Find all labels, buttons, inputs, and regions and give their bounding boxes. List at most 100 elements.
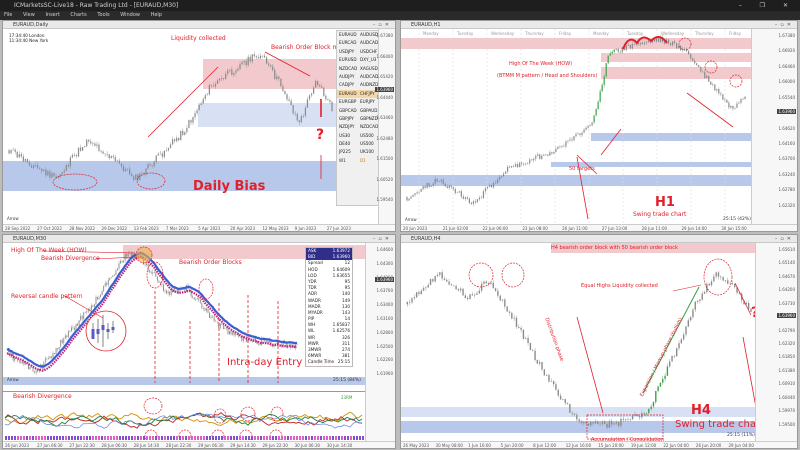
- time-axis[interactable]: 28 Sep 2022 27 Oct 2022 28 Nov 2022 29 Dec …: [3, 224, 395, 231]
- watchlist-symbol[interactable]: AUDUSD: [360, 32, 379, 37]
- window-title: EURAUD,H4: [401, 235, 797, 243]
- watchlist-row[interactable]: JP225 UK100: [337, 148, 379, 156]
- watchlist-row[interactable]: CADJPY AUDNZD: [337, 81, 379, 89]
- histogram-bar: [53, 436, 55, 440]
- info-value: 274: [342, 347, 350, 352]
- info-value: 140: [342, 291, 350, 297]
- menu-file[interactable]: File: [4, 12, 13, 18]
- watchlist-symbol[interactable]: DXY_U3: [360, 57, 377, 63]
- watchlist-symbol[interactable]: US500: [360, 141, 374, 147]
- watchlist-row[interactable]: NZDJPY NZDCAD: [337, 123, 379, 131]
- chart-window-h1[interactable]: EURAUD,H1 –▫✕ High Of The Week: [400, 20, 798, 232]
- chart-window-m30[interactable]: EURAUD,M30 –▫✕: [2, 234, 396, 449]
- menu-charts[interactable]: Charts: [70, 12, 87, 18]
- watchlist-symbol[interactable]: NZDJPY: [339, 124, 355, 130]
- watchlist-symbol[interactable]: GBPJPY: [339, 115, 354, 121]
- watchlist-symbol[interactable]: AUDCAD: [360, 40, 379, 46]
- oscillator-pane[interactable]: [3, 391, 367, 440]
- price-axis[interactable]: 1.646001.643001.640001.637001.634001.631…: [365, 243, 395, 441]
- watchlist-row[interactable]: EURAUD CHFJPY: [337, 89, 379, 99]
- watchlist-row[interactable]: GBPCAD GBPAUD: [337, 107, 379, 115]
- candle-body: [561, 145, 563, 147]
- watchlist-symbol[interactable]: GBPAUD: [360, 107, 378, 113]
- candle-body: [170, 288, 172, 295]
- window-buttons[interactable]: –▫✕: [372, 22, 392, 28]
- chart-window-daily[interactable]: EURAUD,Daily –▫✕ Liquidity collected Bea…: [2, 20, 396, 232]
- watchlist-symbol[interactable]: DE40: [339, 141, 351, 147]
- menu-insert[interactable]: Insert: [45, 12, 60, 18]
- watchlist-symbol[interactable]: EURJPY: [360, 99, 375, 105]
- candle-body: [143, 172, 145, 175]
- watchlist-symbol[interactable]: US500: [360, 132, 374, 138]
- watchlist-row[interactable]: DE40 US500: [337, 140, 379, 148]
- watchlist-symbol[interactable]: USDJPY: [339, 48, 355, 54]
- watchlist-row[interactable]: EURUSD DXY_U3: [337, 56, 379, 64]
- timeframe-label[interactable]: W1: [339, 157, 346, 163]
- window-buttons[interactable]: –▫✕: [774, 22, 794, 28]
- watchlist-row[interactable]: AUDJPY AUDCAD: [337, 73, 379, 81]
- window-buttons[interactable]: –▫✕: [774, 236, 794, 242]
- annotation-how: High Of The Week (HOW): [509, 61, 573, 67]
- watchlist-symbol[interactable]: UK100: [360, 149, 374, 155]
- watchlist-symbol[interactable]: EURUSD: [339, 57, 357, 63]
- watchlist-symbol[interactable]: XAGUSD: [360, 65, 378, 71]
- time-axis[interactable]: 20 Jun 2023 21 Jun 02:00 22 Jun 06:00 23 Ju…: [401, 224, 797, 231]
- watchlist-symbol[interactable]: EURGBP: [339, 99, 357, 105]
- watchlist-row[interactable]: EURAUD AUDUSD: [337, 31, 379, 39]
- watchlist-symbol[interactable]: AUDCAD: [360, 73, 379, 79]
- candle-body: [663, 41, 666, 44]
- watchlist-symbol[interactable]: NZDCAD: [339, 65, 358, 71]
- watchlist-symbol[interactable]: NZDCAD: [360, 124, 379, 130]
- price-axis[interactable]: 1.673801.669201.664601.660001.655401.650…: [751, 29, 797, 224]
- histogram-bar: [272, 436, 274, 440]
- time-axis[interactable]: 26 May 2023 30 May 08:00 1 Jun 16:00 5 Jun …: [401, 441, 797, 448]
- watchlist-row[interactable]: GBPJPY GBPNZD: [337, 115, 379, 123]
- price-chart[interactable]: [401, 29, 753, 224]
- chart-window-h4[interactable]: EURAUD,H4 –▫✕ H4 bearish order block wit…: [400, 234, 798, 449]
- watchlist-symbol[interactable]: USDCHF: [360, 48, 378, 54]
- candle-body: [285, 343, 287, 347]
- price-axis[interactable]: 1.67380 1.66400 1.65420 1.64440 1.63460 1.624…: [375, 29, 395, 224]
- watchlist-symbol[interactable]: EURCAD: [339, 40, 357, 46]
- candle-body: [740, 99, 742, 103]
- candle-body: [241, 62, 243, 65]
- watchlist-symbol[interactable]: AUDNZD: [360, 82, 379, 88]
- watchlist-row[interactable]: USDJPY USDCHF: [337, 48, 379, 56]
- time-axis[interactable]: 26 Jun 2023 27 Jun 06:30 27 Jun 22:30 28 Ju…: [3, 441, 395, 448]
- watchlist-symbol[interactable]: AUDJPY: [339, 73, 355, 79]
- watchlist-symbol[interactable]: CHFJPY: [360, 90, 375, 96]
- watchlist-row[interactable]: NZDCAD XAGUSD: [337, 65, 379, 73]
- candle-body: [276, 342, 278, 345]
- watchlist-row[interactable]: US30 US500: [337, 132, 379, 140]
- menu-help[interactable]: Help: [150, 12, 162, 18]
- watchlist-symbol[interactable]: JP225: [339, 149, 351, 155]
- watchlist-symbol[interactable]: CADJPY: [339, 82, 355, 88]
- watchlist-symbol[interactable]: GBPCAD: [339, 107, 357, 113]
- menu-tools[interactable]: Tools: [97, 12, 110, 18]
- candle-body: [625, 45, 627, 51]
- candle-body: [24, 362, 26, 365]
- watchlist-symbol[interactable]: EURAUD: [339, 32, 357, 37]
- watchlist-row[interactable]: EURCAD AUDCAD: [337, 39, 379, 47]
- timeframe-label[interactable]: D1: [360, 157, 366, 163]
- price-chart[interactable]: [401, 243, 757, 441]
- watchlist-symbol[interactable]: GBPNZD: [360, 115, 378, 121]
- watchlist-row[interactable]: EURGBP EURJPY: [337, 98, 379, 106]
- window-buttons[interactable]: –▫✕: [372, 236, 392, 242]
- watchlist-symbol[interactable]: US30: [339, 132, 351, 138]
- histogram-bar: [23, 436, 25, 440]
- candle-body: [178, 289, 180, 293]
- menu-view[interactable]: View: [22, 12, 35, 18]
- price-axis[interactable]: 1.656101.651401.646701.642001.637301.632…: [755, 243, 797, 441]
- candle-body: [429, 279, 432, 285]
- candle-body: [595, 109, 597, 116]
- window-controls[interactable]: – ❐ ✕: [738, 2, 796, 9]
- price-tick: 1.63400: [376, 302, 393, 308]
- candle-body: [450, 284, 453, 286]
- watchlist-symbol[interactable]: EURAUD: [339, 90, 357, 96]
- price-chart[interactable]: [3, 29, 336, 224]
- candle-body: [685, 326, 687, 335]
- candle-body: [325, 95, 327, 100]
- menu-window[interactable]: Window: [120, 12, 140, 18]
- candle-body: [567, 140, 569, 142]
